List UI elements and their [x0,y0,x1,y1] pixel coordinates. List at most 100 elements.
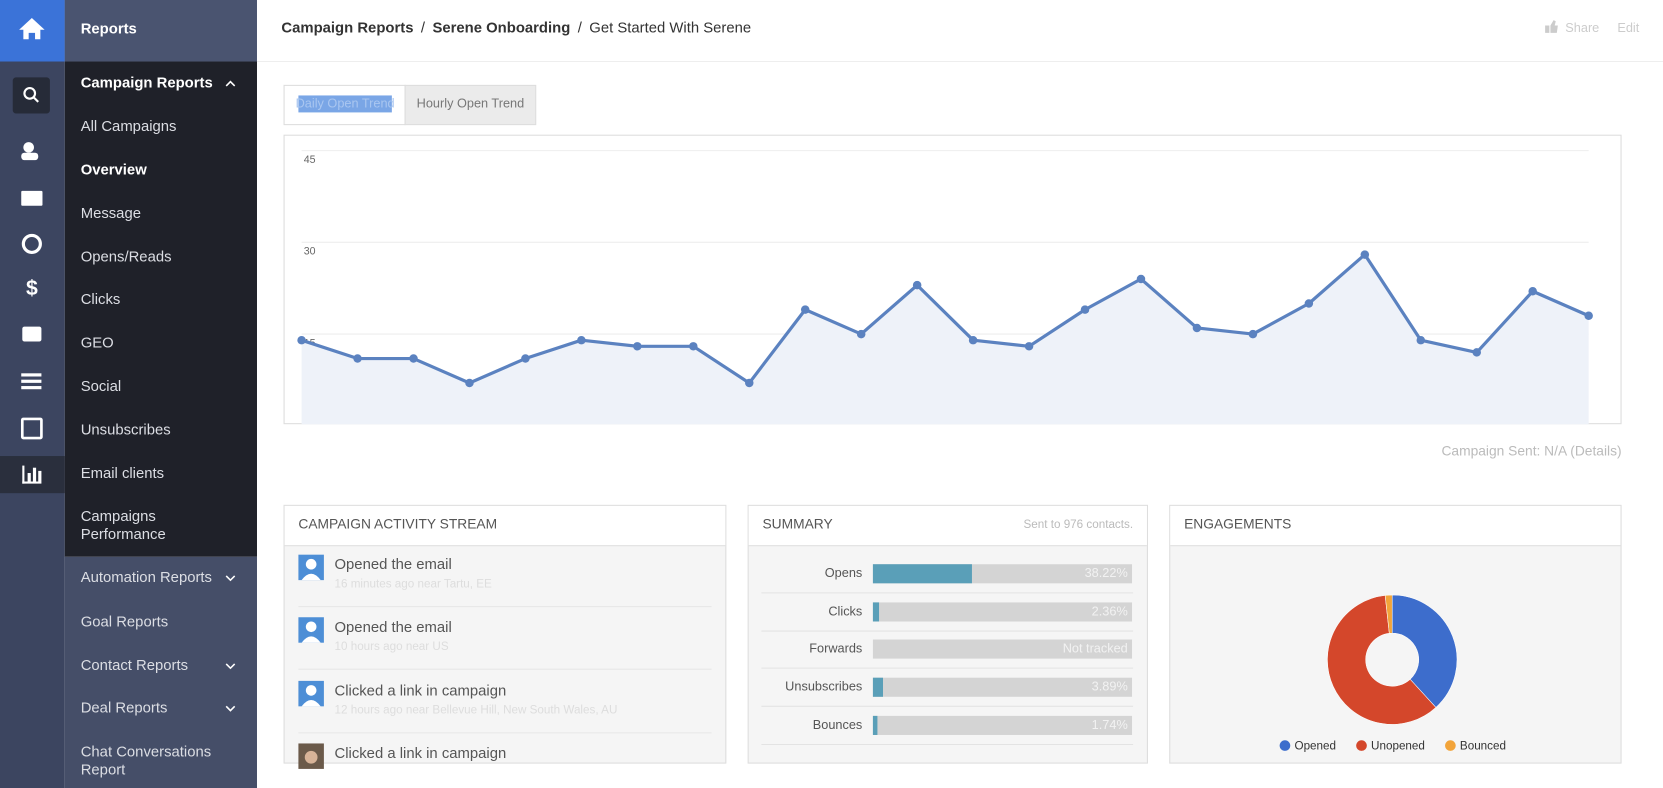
deals-icon[interactable]: $ [26,277,38,300]
nav-icons: $ [20,142,43,440]
legend-label[interactable]: Bounced [1460,740,1506,753]
sidebar-item[interactable]: Campaigns Performance [81,509,166,543]
point[interactable] [409,354,418,363]
sidebar-item[interactable]: Chat Conversations Report [81,744,211,778]
sidebar-item[interactable]: Opens/Reads [81,250,172,266]
sidebar-item[interactable]: Deal Reports [81,700,168,716]
breadcrumb-separator: / [421,21,426,37]
point[interactable] [689,342,698,351]
contacts-icon[interactable] [23,142,34,153]
point[interactable] [912,280,922,290]
point[interactable] [1192,323,1202,333]
tab-label[interactable]: Hourly Open Trend [417,95,525,110]
breadcrumb[interactable]: Serene Onboarding [432,21,570,37]
summary-label: Unsubscribes [785,679,862,694]
breadcrumb-separator: / [578,21,583,37]
legend-label[interactable]: Opened [1295,740,1337,753]
sidebar-item[interactable]: Unsubscribes [81,423,171,439]
search-icon [23,86,37,100]
point[interactable] [1360,250,1370,259]
area [301,254,1589,425]
point[interactable] [1416,335,1426,345]
share-icon [1545,20,1558,33]
point[interactable] [1080,305,1090,314]
point[interactable] [1024,342,1034,351]
summary-label: Opens [825,565,863,580]
forms-icon[interactable] [20,417,43,440]
bar [872,715,878,735]
activity-detail: 10 hours ago near US [335,640,449,653]
point[interactable] [521,354,530,363]
icon-rail [0,0,65,788]
point[interactable] [1472,348,1481,357]
breadcrumb[interactable]: Campaign Reports [281,21,413,37]
summary-label: Forwards [809,640,862,655]
bar [872,677,883,697]
mail-icon[interactable] [21,190,43,206]
sidebar-item[interactable]: Message [81,206,141,222]
legend-swatch [1356,740,1367,751]
legend-label[interactable]: Unopened [1371,740,1425,753]
sidebar-item[interactable]: Social [81,379,121,395]
point[interactable] [968,335,978,345]
lists-icon-b [21,379,42,383]
conversations-icon[interactable] [22,326,42,342]
bar-track [872,715,1133,735]
pie-slice[interactable] [1327,595,1437,725]
sidebar-item[interactable]: Email clients [81,466,164,482]
legend-swatch [1445,740,1456,751]
bar-value-label: 2.36% [1092,603,1128,618]
point[interactable] [1528,287,1537,296]
bar-value-label: Not tracked [1063,640,1128,655]
point[interactable] [465,378,474,388]
point[interactable] [1584,311,1593,320]
line [301,252,1590,385]
legend-swatch [1279,740,1291,751]
campaign-sent[interactable]: Campaign Sent: N/A (Details) [1441,443,1621,458]
summary-panel-header [748,505,1147,546]
sidebar-title: Reports [81,22,137,38]
pie-slice[interactable] [1384,594,1393,634]
pie-slice[interactable] [1391,594,1458,708]
sidebar-item[interactable]: Automation Reports [81,570,212,586]
point[interactable] [800,305,810,314]
activity-panel [283,504,727,764]
share-action[interactable]: Share [1565,20,1599,35]
panel-title: ENGAGEMENTS [1184,517,1291,532]
automation-icon[interactable] [21,233,42,255]
avatar-body [301,636,321,643]
point[interactable] [297,335,306,345]
sidebar-item[interactable]: Goal Reports [81,614,169,630]
point[interactable] [577,335,586,345]
tab-label[interactable]: Daily Open Trend [296,95,395,110]
reports-icon-bar [32,467,37,482]
point[interactable] [745,378,754,388]
point[interactable] [856,329,866,339]
search-button[interactable] [12,77,50,114]
chevron [225,705,236,712]
activity-action: Opened the email [335,557,452,573]
sidebar-item[interactable]: Contact Reports [81,658,188,674]
tab-hourly[interactable] [404,84,537,126]
summary-note: Sent to 976 contacts. [1024,518,1134,531]
reports-active[interactable] [0,456,65,494]
sidebar-item[interactable]: GEO [81,336,114,352]
avatar-body [301,573,321,581]
sidebar-item[interactable]: Clicks [81,292,121,308]
point[interactable] [353,354,362,363]
point[interactable] [1136,274,1146,284]
point[interactable] [633,342,642,351]
sidebar-submenu [64,61,257,557]
avatar-face [304,750,318,764]
bar-track [872,602,1133,622]
sidebar-item[interactable]: Overview [81,163,148,179]
lists-icon-a[interactable] [21,373,42,377]
sidebar-item[interactable]: All Campaigns [81,119,177,135]
point[interactable] [1304,299,1314,308]
point[interactable] [1248,329,1258,339]
y-tick-label: 45 [304,154,316,166]
edit-action[interactable]: Edit [1617,20,1639,35]
sidebar-item[interactable]: Campaign Reports [81,76,213,92]
